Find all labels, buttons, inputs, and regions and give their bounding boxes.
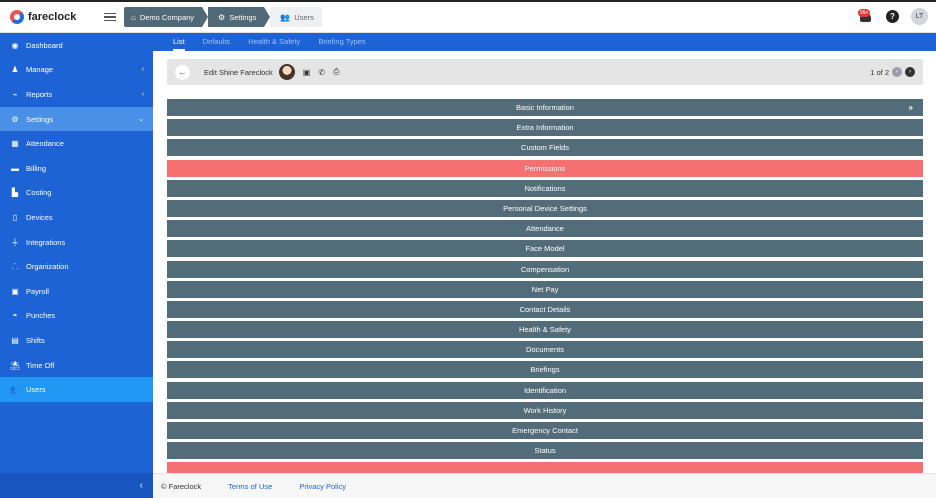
section-health-safety[interactable]: Health & Safety (167, 321, 923, 339)
section-notifications[interactable]: Notifications (167, 179, 923, 197)
footer: © Fareclock Terms of Use Privacy Policy (153, 473, 936, 498)
edit-title: Edit Shine Fareclock (204, 67, 273, 77)
sidebar-item-payroll[interactable]: ▣ Payroll (11, 286, 49, 296)
sidebar-item-settings[interactable]: ⚙ Settings ⌄ (0, 106, 153, 132)
section-emergency-contact[interactable]: Emergency Contact (167, 422, 923, 439)
dashboard-icon: ◉ (11, 40, 19, 50)
money-icon: ▣ (11, 286, 19, 296)
tabs-bar: List Defaults Health & Safety Briefing T… (153, 33, 936, 51)
tab-briefing-types[interactable]: Briefing Types (318, 37, 366, 46)
previous-button[interactable]: ‹ (892, 67, 902, 77)
breadcrumb-users: 👥 Users (270, 7, 322, 27)
tab-health-safety[interactable]: Health & Safety (248, 37, 301, 46)
section-contact-details[interactable]: Contact Details (167, 300, 923, 318)
next-button[interactable]: › (905, 67, 915, 77)
sidebar: ◉ Dashboard ♟ Manage ‹ ⌁ Reports ‹ ⚙ Settings ⌄… (0, 33, 153, 498)
pager: 1 of 2 ‹ › (870, 67, 915, 77)
sidebar-item-time-off[interactable]: ⛱ Time Off (10, 360, 55, 370)
fareclock-logo-icon (10, 10, 24, 24)
section-extra-information[interactable]: Extra Information (167, 119, 923, 137)
terms-link[interactable]: Terms of Use (228, 481, 273, 491)
punch-icon: ◓ (12, 311, 18, 321)
privacy-link[interactable]: Privacy Policy (299, 481, 346, 491)
copyright: © Fareclock (161, 481, 202, 491)
section-identification[interactable]: Identification (167, 381, 923, 399)
sidebar-item-shifts[interactable]: ▤ Shifts (11, 335, 45, 345)
sitemap-icon: ⸫ (11, 262, 19, 272)
chart-icon: ⌁ (12, 89, 18, 99)
sidebar-item-punches[interactable]: ◓ Punches (0, 304, 153, 329)
sidebar-item-organization[interactable]: ⸫ Organization (11, 262, 69, 272)
double-chevron-down-icon[interactable]: » (908, 103, 913, 112)
back-button[interactable]: ← (175, 64, 190, 80)
section-list: Basic Information» Extra Information Cus… (167, 99, 923, 483)
tab-defaults[interactable]: Defaults (202, 37, 231, 46)
pager-text: 1 of 2 (870, 67, 889, 77)
gear-icon: ⚙ (11, 114, 19, 124)
arrow-left-icon: ← (178, 67, 187, 77)
breadcrumb-company[interactable]: ⌂ Demo Company (124, 7, 209, 27)
card-icon: ▬ (11, 163, 19, 173)
factory-icon: ▙ (11, 188, 19, 198)
notification-badge: 99+ (858, 8, 871, 17)
logo[interactable]: fareclock (10, 10, 90, 24)
sidebar-item-dashboard[interactable]: ◉ Dashboard (11, 40, 63, 50)
section-personal-device-settings[interactable]: Personal Device Settings (167, 199, 923, 217)
section-net-pay[interactable]: Net Pay (167, 280, 923, 298)
gear-icon: ⚙ (218, 12, 226, 22)
chevron-down-icon: ⌄ (138, 116, 144, 124)
section-briefings[interactable]: Briefings (167, 361, 923, 379)
hamburger-menu-icon[interactable] (104, 11, 116, 24)
sidebar-item-billing[interactable]: ▬ Billing (11, 163, 47, 173)
employee-avatar (278, 64, 295, 80)
calendar-icon: ▤ (11, 335, 19, 345)
sidebar-item-costing[interactable]: ▙ Costing (11, 188, 52, 198)
notifications-button[interactable]: 99+ (858, 8, 874, 25)
plug-icon: ⏚ (11, 237, 19, 247)
id-card-icon[interactable]: ▣ (302, 67, 311, 77)
chevron-left-icon: ‹ (141, 90, 144, 98)
users-icon: 👥 (280, 12, 291, 22)
breadcrumb-settings[interactable]: ⚙ Settings (208, 7, 271, 27)
sidebar-item-reports[interactable]: ⌁ Reports ‹ (0, 82, 153, 107)
section-permissions[interactable]: Permissions (167, 159, 923, 177)
sidebar-item-manage[interactable]: ♟ Manage ‹ (11, 65, 144, 75)
top-bar: fareclock ⌂ Demo Company ⚙ Settings 👥 Us… (0, 0, 936, 33)
beach-icon: ⛱ (10, 360, 21, 370)
bell-icon (860, 12, 871, 22)
sidebar-item-devices[interactable]: ▯ Devices (0, 205, 153, 230)
phone-icon[interactable]: ✆ (318, 67, 326, 77)
sidebar-collapse-button[interactable]: ‹ (0, 473, 153, 498)
section-status[interactable]: Status (167, 442, 923, 460)
sidebar-item-attendance[interactable]: ▦ Attendance (11, 139, 64, 149)
user-avatar[interactable]: LT (911, 8, 928, 25)
sidebar-item-users[interactable]: 👥 Users (0, 377, 153, 402)
home-icon: ⌂ (131, 12, 136, 22)
print-icon[interactable]: ⎙ (333, 67, 340, 76)
chevron-left-icon: ‹ (141, 66, 144, 74)
section-basic-information[interactable]: Basic Information» (167, 99, 923, 116)
main-content: ← Edit Shine Fareclock ▣ ✆ ⎙ 1 of 2 ‹ › … (153, 51, 936, 480)
logo-text: fareclock (28, 11, 77, 23)
section-work-history[interactable]: Work History (167, 401, 923, 419)
tablet-icon: ▯ (12, 212, 18, 222)
users-icon: 👥 (10, 385, 20, 395)
edit-toolbar: ← Edit Shine Fareclock ▣ ✆ ⎙ 1 of 2 ‹ › (167, 59, 923, 85)
section-compensation[interactable]: Compensation (167, 260, 923, 278)
chevron-left-icon: ‹ (139, 480, 143, 491)
section-attendance[interactable]: Attendance (167, 220, 923, 238)
attendance-icon: ▦ (11, 139, 19, 149)
section-custom-fields[interactable]: Custom Fields (167, 139, 923, 157)
breadcrumb: ⌂ Demo Company ⚙ Settings 👥 Users (124, 7, 328, 27)
tab-list[interactable]: List (173, 37, 185, 51)
section-face-model[interactable]: Face Model (167, 240, 923, 258)
sidebar-item-integrations[interactable]: ⏚ Integrations (11, 237, 66, 247)
help-button[interactable]: ? (886, 10, 899, 23)
user-icon: ♟ (11, 65, 19, 75)
section-documents[interactable]: Documents (167, 341, 923, 359)
